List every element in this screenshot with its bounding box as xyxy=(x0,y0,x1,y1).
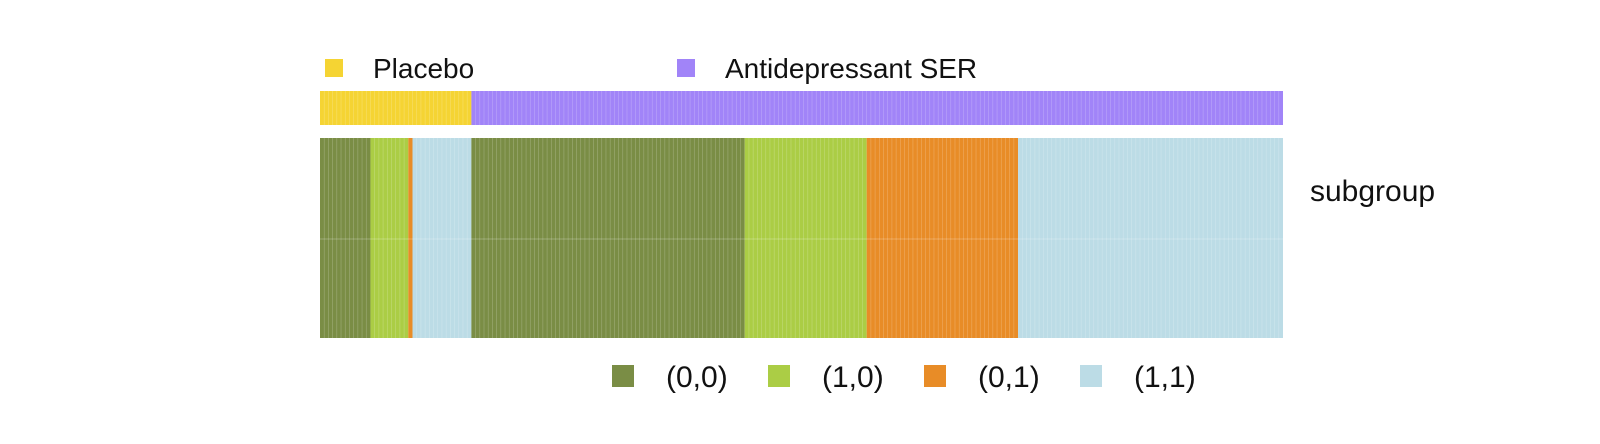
treatment-segment-placebo xyxy=(320,91,472,125)
subgroup-segment-1-0 xyxy=(370,138,409,338)
subgroup-legend-label-0-0: (0,0) xyxy=(666,361,728,394)
subgroup-segment-0-1 xyxy=(866,138,1019,338)
subgroup-segment-1-0 xyxy=(744,138,867,338)
subgroup-legend-label-0-1: (0,1) xyxy=(978,361,1040,394)
subgroup-segment-0-0 xyxy=(471,138,745,338)
treatment-legend: Placebo Antidepressant SER xyxy=(325,53,977,84)
subgroup-legend-swatch-0-0 xyxy=(612,365,634,387)
treatment-track xyxy=(320,91,1283,125)
treatment-legend-swatch-placebo xyxy=(325,59,343,77)
subgroup-legend-label-1-0: (1,0) xyxy=(822,361,884,394)
treatment-legend-label-antidepressant-ser: Antidepressant SER xyxy=(725,53,977,84)
subgroup-legend-swatch-0-1 xyxy=(924,365,946,387)
subgroup-segment-0-1 xyxy=(408,138,413,338)
treatment-segment-antidepressant-ser xyxy=(471,91,1283,125)
subgroup-row-label: subgroup xyxy=(1310,175,1435,208)
subgroup-segment-0-0 xyxy=(320,138,371,338)
subgroup-segment-1-1 xyxy=(412,138,472,338)
subgroup-legend-label-1-1: (1,1) xyxy=(1134,361,1196,394)
subgroup-legend: (0,0) (1,0) (0,1) (1,1) xyxy=(612,361,1196,394)
subgroup-track xyxy=(320,138,1283,338)
subgroup-legend-swatch-1-0 xyxy=(768,365,790,387)
treatment-legend-swatch-antidepressant-ser xyxy=(677,59,695,77)
subgroup-segment-1-1 xyxy=(1018,138,1283,338)
treatment-legend-label-placebo: Placebo xyxy=(373,53,474,84)
subgroup-legend-swatch-1-1 xyxy=(1080,365,1102,387)
